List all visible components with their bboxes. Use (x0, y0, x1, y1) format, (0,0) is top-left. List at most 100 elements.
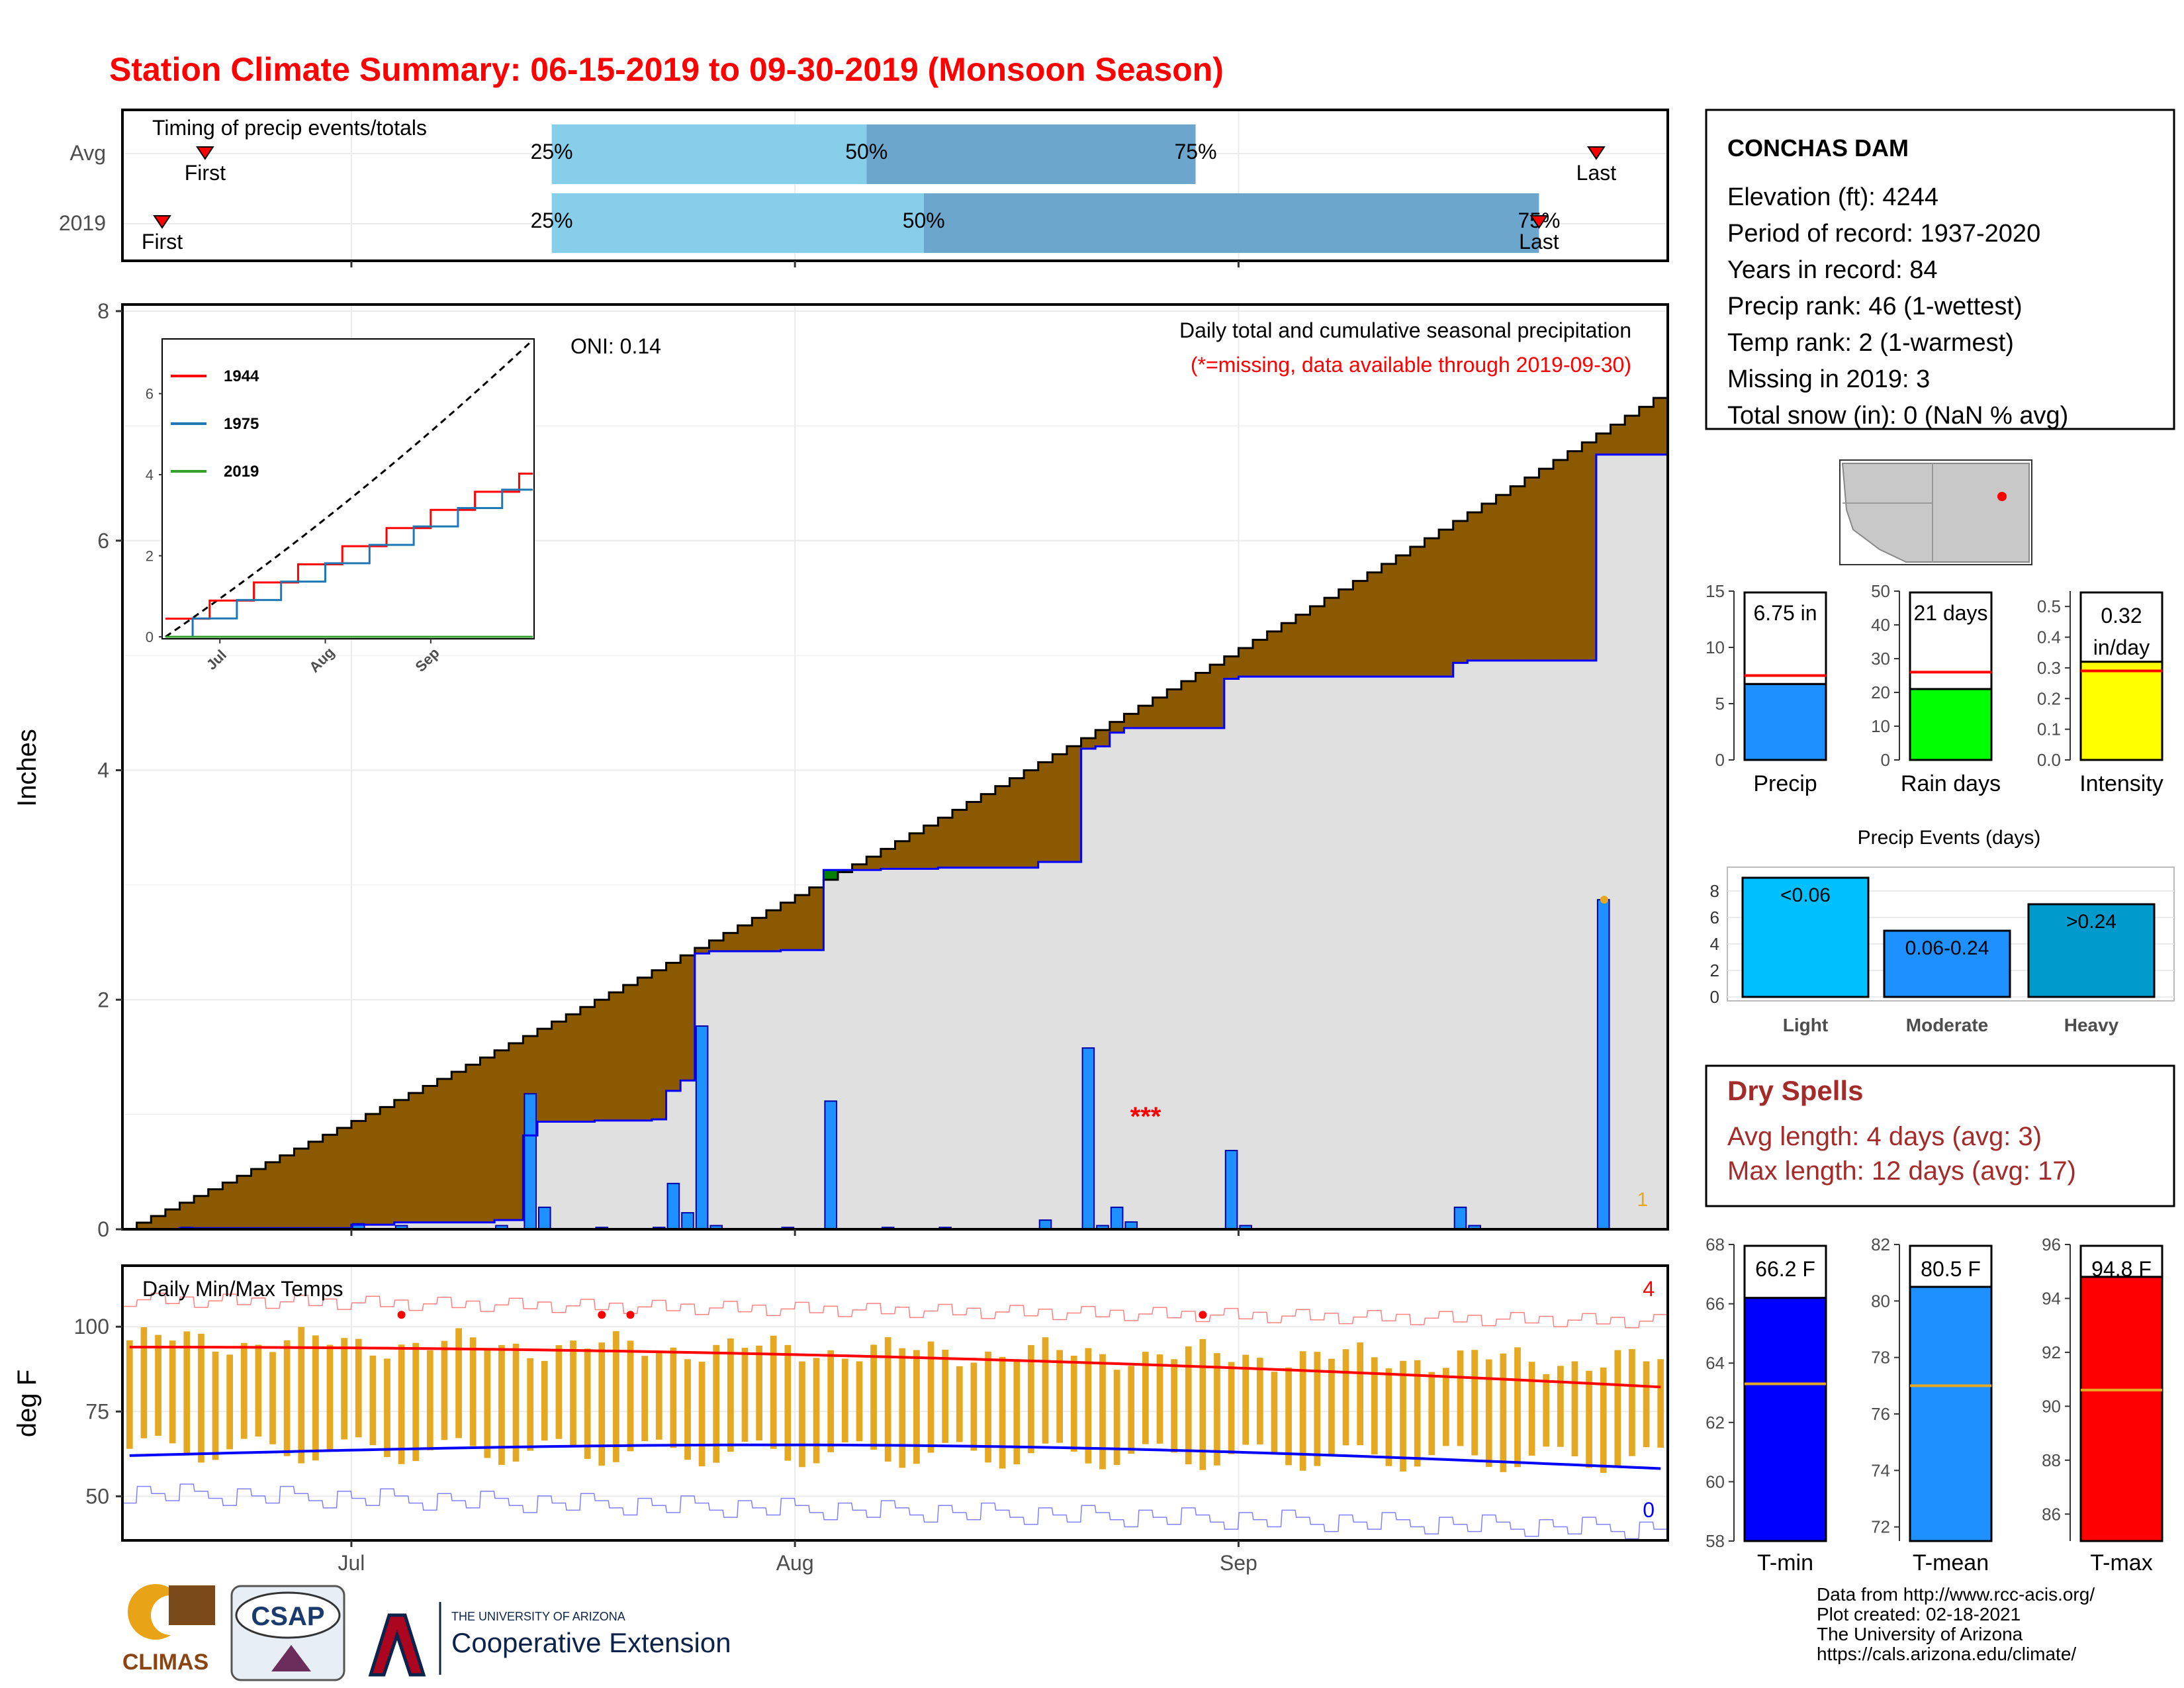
daily-temp-bar (670, 1347, 677, 1448)
deficit-segment (1267, 631, 1282, 677)
deficit-segment (1439, 530, 1454, 677)
events-bar-range: 0.06-0.24 (1905, 937, 1989, 959)
temp-y-tick: 64 (1706, 1353, 1725, 1373)
daily-temp-bar (1385, 1368, 1392, 1466)
daily-temp-bar (183, 1331, 191, 1456)
deficit-segment (1109, 722, 1124, 733)
temp-y-tick: 94 (2042, 1288, 2061, 1308)
temp-bar-label: T-max (2090, 1550, 2152, 1575)
daily-temp-bar (1142, 1352, 1149, 1444)
deficit-segment (380, 1107, 395, 1225)
temps-count-max: 4 (1643, 1277, 1655, 1301)
deficit-segment (637, 977, 653, 1121)
temp-bar-label: T-min (1757, 1550, 1813, 1575)
stat-y-tick: 40 (1871, 615, 1890, 635)
daily-temp-bar (341, 1338, 347, 1440)
timing-bar-q2 (866, 124, 1196, 184)
deficit-segment (1639, 406, 1654, 455)
station-location-dot (1997, 492, 2007, 501)
deficit-segment (1310, 606, 1325, 677)
temp-y-tick: 72 (1871, 1517, 1890, 1537)
daily-temp-bar (212, 1351, 219, 1460)
first-event-marker (153, 215, 171, 229)
daily-temp-bar (469, 1337, 477, 1446)
stat-bar-label: Precip (1753, 771, 1817, 796)
daily-temp-bar (627, 1340, 634, 1452)
daily-temp-bar (970, 1362, 978, 1451)
deficit-segment (1524, 477, 1539, 661)
deficit-segment (909, 833, 925, 869)
daily-temp-bar (827, 1350, 835, 1452)
deficit-segment (1081, 738, 1096, 749)
stat-y-tick: 30 (1871, 649, 1890, 669)
deficit-segment (966, 802, 981, 868)
deficit-segment (737, 925, 752, 951)
daily-temp-bar (1099, 1354, 1106, 1470)
daily-temp-bar (913, 1350, 920, 1464)
temp-y-tick: 96 (2042, 1235, 2061, 1254)
deficit-segment (1009, 778, 1024, 868)
daily-temp-bar (1400, 1360, 1406, 1472)
daily-precip-bar (666, 1182, 680, 1230)
deficit-segment (1567, 451, 1582, 661)
deficit-segment (1224, 656, 1239, 679)
daily-temp-bar (784, 1344, 792, 1461)
dry-spells-title: Dry Spells (1727, 1075, 1863, 1106)
daily-temp-bar (727, 1338, 734, 1452)
deficit-segment (1467, 512, 1482, 661)
events-bar-range: <0.06 (1780, 884, 1831, 906)
daily-temp-bar (999, 1356, 1006, 1469)
stat-y-tick: 0.5 (2037, 596, 2061, 616)
daily-temp-bar (741, 1348, 749, 1442)
precip-panel-note: (*=missing, data available through 2019-… (1191, 353, 1631, 377)
precip-y-tick: 8 (97, 299, 109, 323)
deficit-segment (1167, 689, 1182, 728)
temps-y-tick: 100 (74, 1315, 109, 1338)
deficit-segment (423, 1086, 438, 1223)
stat-value-unit: in/day (2093, 635, 2150, 659)
daily-temp-bar (455, 1328, 462, 1438)
daily-temp-bar (1528, 1362, 1535, 1456)
stat-y-tick: 10 (1871, 716, 1890, 736)
timing-p50-label: 50% (845, 140, 887, 164)
temp-y-tick: 82 (1871, 1235, 1890, 1254)
station-info-line: Missing in 2019: 3 (1727, 365, 1930, 393)
stat-bar-intensity (2079, 661, 2163, 761)
daily-temp-bar (1271, 1372, 1278, 1454)
deficit-segment (895, 841, 910, 869)
timing-bar-q1 (551, 124, 867, 184)
deficit-segment (451, 1072, 467, 1223)
inset-series-1975 (165, 489, 533, 638)
deficit-segment (322, 1135, 338, 1229)
events-y-tick: 0 (1710, 987, 1719, 1007)
temps-x-tick: Aug (776, 1551, 814, 1575)
daily-temp-bar (226, 1354, 234, 1450)
daily-temp-bar (799, 1361, 805, 1468)
daily-temp-bar (1485, 1359, 1492, 1468)
deficit-segment (1324, 598, 1340, 677)
inset-y-tick: 4 (146, 467, 154, 483)
timing-p25-label: 25% (531, 140, 573, 164)
avg-max-line (129, 1345, 1661, 1389)
daily-precip-bar (1110, 1206, 1124, 1230)
csap-logo: CSAP (230, 1585, 345, 1681)
last-event-marker (1587, 146, 1606, 160)
temp-y-tick: 68 (1706, 1235, 1725, 1254)
deficit-segment (437, 1078, 452, 1223)
temp-y-tick: 76 (1871, 1404, 1890, 1424)
temps-x-tick: Sep (1220, 1551, 1257, 1575)
daily-temp-bar (1156, 1354, 1163, 1444)
deficit-segment (666, 962, 681, 1091)
daily-temp-bar (942, 1349, 949, 1443)
dry-spells-avg: Avg length: 4 days (avg: 3) (1727, 1122, 2042, 1151)
daily-temp-bar (1242, 1354, 1250, 1445)
deficit-segment (208, 1189, 223, 1229)
daily-temp-bar (441, 1340, 448, 1440)
temp-y-tick: 58 (1706, 1531, 1725, 1551)
daily-precip-bar (537, 1206, 551, 1230)
temp-y-tick: 90 (2042, 1396, 2061, 1416)
daily-temp-bar (269, 1352, 276, 1444)
deficit-segment (294, 1149, 309, 1229)
deficit-segment (165, 1209, 180, 1229)
daily-temp-bar (398, 1344, 405, 1464)
